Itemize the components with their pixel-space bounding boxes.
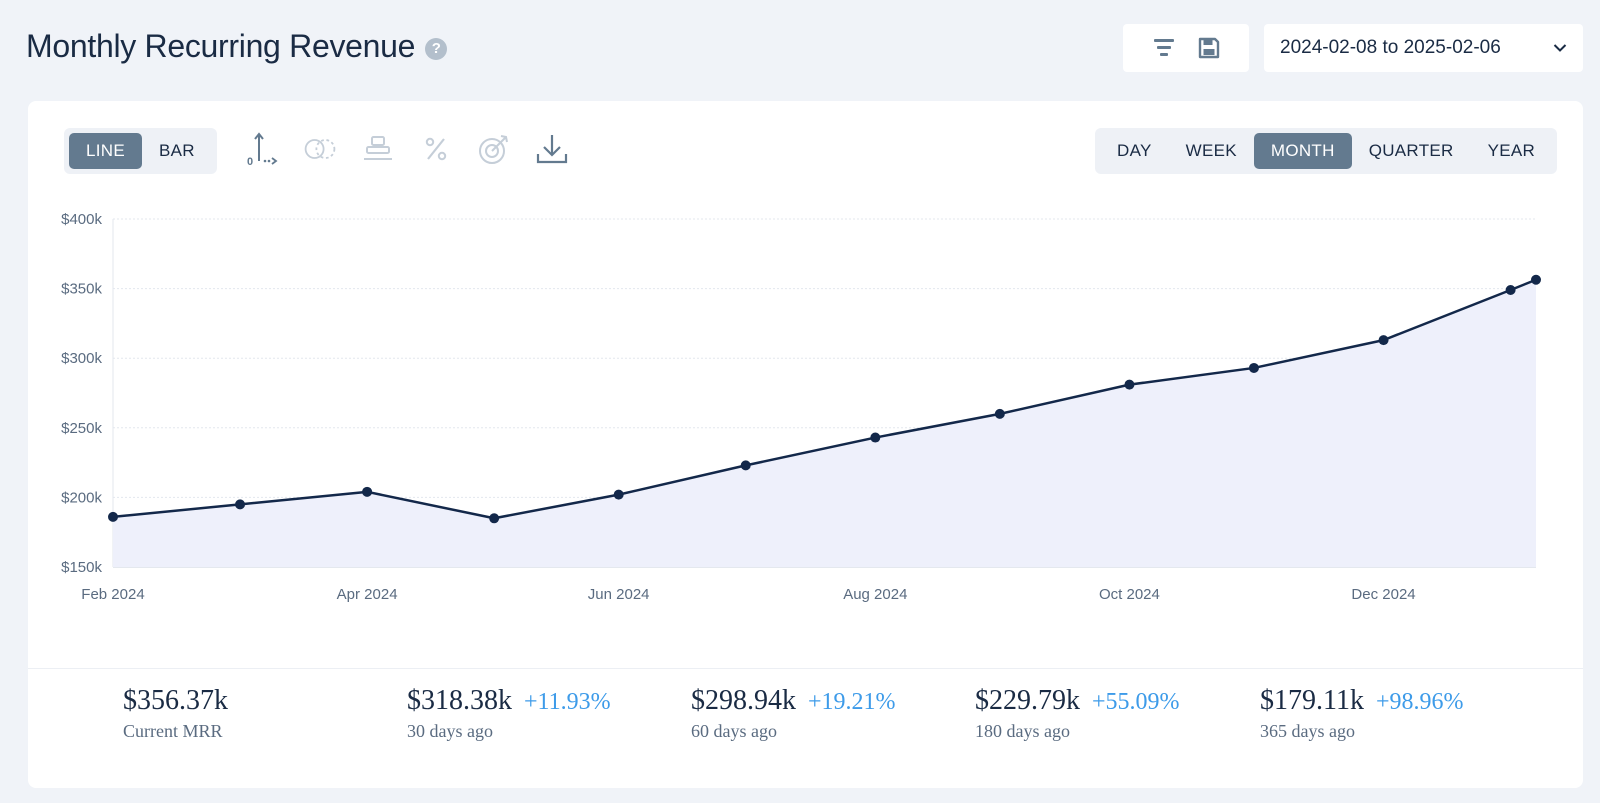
data-point <box>1505 284 1516 295</box>
chart-tools: 0 <box>244 131 570 167</box>
chart-type-toggle: LINE BAR <box>64 128 217 174</box>
stack-icon[interactable] <box>360 131 396 167</box>
period-year-button[interactable]: YEAR <box>1487 141 1536 160</box>
chart-type-line-button[interactable]: LINE <box>69 133 142 169</box>
x-tick-label: Jun 2024 <box>588 586 650 603</box>
chart-type-bar-button[interactable]: BAR <box>159 141 195 160</box>
period-day-button[interactable]: DAY <box>1117 141 1152 160</box>
divider <box>28 668 1583 669</box>
data-point <box>740 460 751 471</box>
chart-card: LINE BAR 0 DAY WEEK MONTH QUARTER YEAR $… <box>28 101 1583 788</box>
y-tick-label: $400k <box>61 211 102 228</box>
x-tick-label: Oct 2024 <box>1099 586 1160 603</box>
data-point <box>1378 335 1389 346</box>
x-tick-label: Aug 2024 <box>843 586 907 603</box>
y-tick-label: $250k <box>61 420 102 437</box>
data-point <box>1124 379 1135 390</box>
stat-value: $356.37k <box>123 685 228 716</box>
data-point <box>235 499 246 510</box>
period-toggle: DAY WEEK MONTH QUARTER YEAR <box>1095 128 1558 174</box>
compare-icon[interactable] <box>302 131 338 167</box>
y-tick-label: $200k <box>61 489 102 506</box>
y-tick-label: $150k <box>61 559 102 576</box>
stat-value: $298.94k <box>691 685 796 716</box>
stat-value: $179.11k <box>1260 685 1364 716</box>
percent-icon[interactable] <box>418 131 454 167</box>
y-tick-label: $350k <box>61 281 102 298</box>
mrr-chart: $150k $200k $250k $300k $350k $400k Feb 2024 Ap… <box>61 211 1541 603</box>
date-range-value: 2024-02-08 to 2025-02-06 <box>1280 37 1501 58</box>
data-point <box>108 511 118 522</box>
stat-60-days: $298.94k +19.21% 60 days ago <box>691 685 896 742</box>
data-point <box>870 432 881 443</box>
page-title-text: Monthly Recurring Revenue <box>26 28 416 64</box>
data-point <box>489 513 500 524</box>
stat-365-days: $179.11k +98.96% 365 days ago <box>1260 685 1464 742</box>
x-tick-label: Feb 2024 <box>81 586 144 603</box>
data-point <box>1531 274 1541 285</box>
stat-label: 60 days ago <box>691 721 777 741</box>
y-tick-label: $300k <box>61 350 102 367</box>
axis-origin-icon[interactable]: 0 <box>244 131 280 167</box>
stat-30-days: $318.38k +11.93% 30 days ago <box>407 685 611 742</box>
page-title: Monthly Recurring Revenue ? <box>26 28 448 65</box>
help-icon[interactable]: ? <box>425 37 448 60</box>
chevron-down-icon <box>1553 37 1567 59</box>
stat-label: 30 days ago <box>407 721 493 741</box>
stat-change: +11.93% <box>524 689 611 715</box>
period-week-button[interactable]: WEEK <box>1185 141 1237 160</box>
stat-change: +98.96% <box>1375 689 1464 715</box>
data-point <box>994 408 1005 419</box>
stat-current-mrr: $356.37k Current MRR <box>123 685 228 742</box>
stat-label: Current MRR <box>123 721 223 741</box>
date-range-picker[interactable]: 2024-02-08 to 2025-02-06 <box>1264 24 1583 72</box>
stat-change: +55.09% <box>1092 689 1180 715</box>
data-point <box>362 486 373 497</box>
target-icon[interactable] <box>476 131 512 167</box>
stat-180-days: $229.79k +55.09% 180 days ago <box>975 685 1180 742</box>
stat-value: $318.38k <box>407 685 512 716</box>
stat-label: 365 days ago <box>1260 721 1355 741</box>
download-icon[interactable] <box>534 131 570 167</box>
x-tick-label: Dec 2024 <box>1351 586 1415 603</box>
period-month-button[interactable]: MONTH <box>1253 133 1352 169</box>
save-icon[interactable] <box>1195 34 1223 62</box>
stat-value: $229.79k <box>975 685 1080 716</box>
toolbar <box>1123 24 1249 72</box>
stat-change: +19.21% <box>808 689 896 715</box>
period-quarter-button[interactable]: QUARTER <box>1368 141 1454 160</box>
filter-icon[interactable] <box>1150 34 1178 62</box>
area-fill <box>113 279 1536 567</box>
x-tick-label: Apr 2024 <box>337 586 398 603</box>
stat-label: 180 days ago <box>975 721 1070 741</box>
data-point <box>613 489 624 500</box>
svg-text:0: 0 <box>247 156 253 167</box>
data-point <box>1248 362 1259 373</box>
